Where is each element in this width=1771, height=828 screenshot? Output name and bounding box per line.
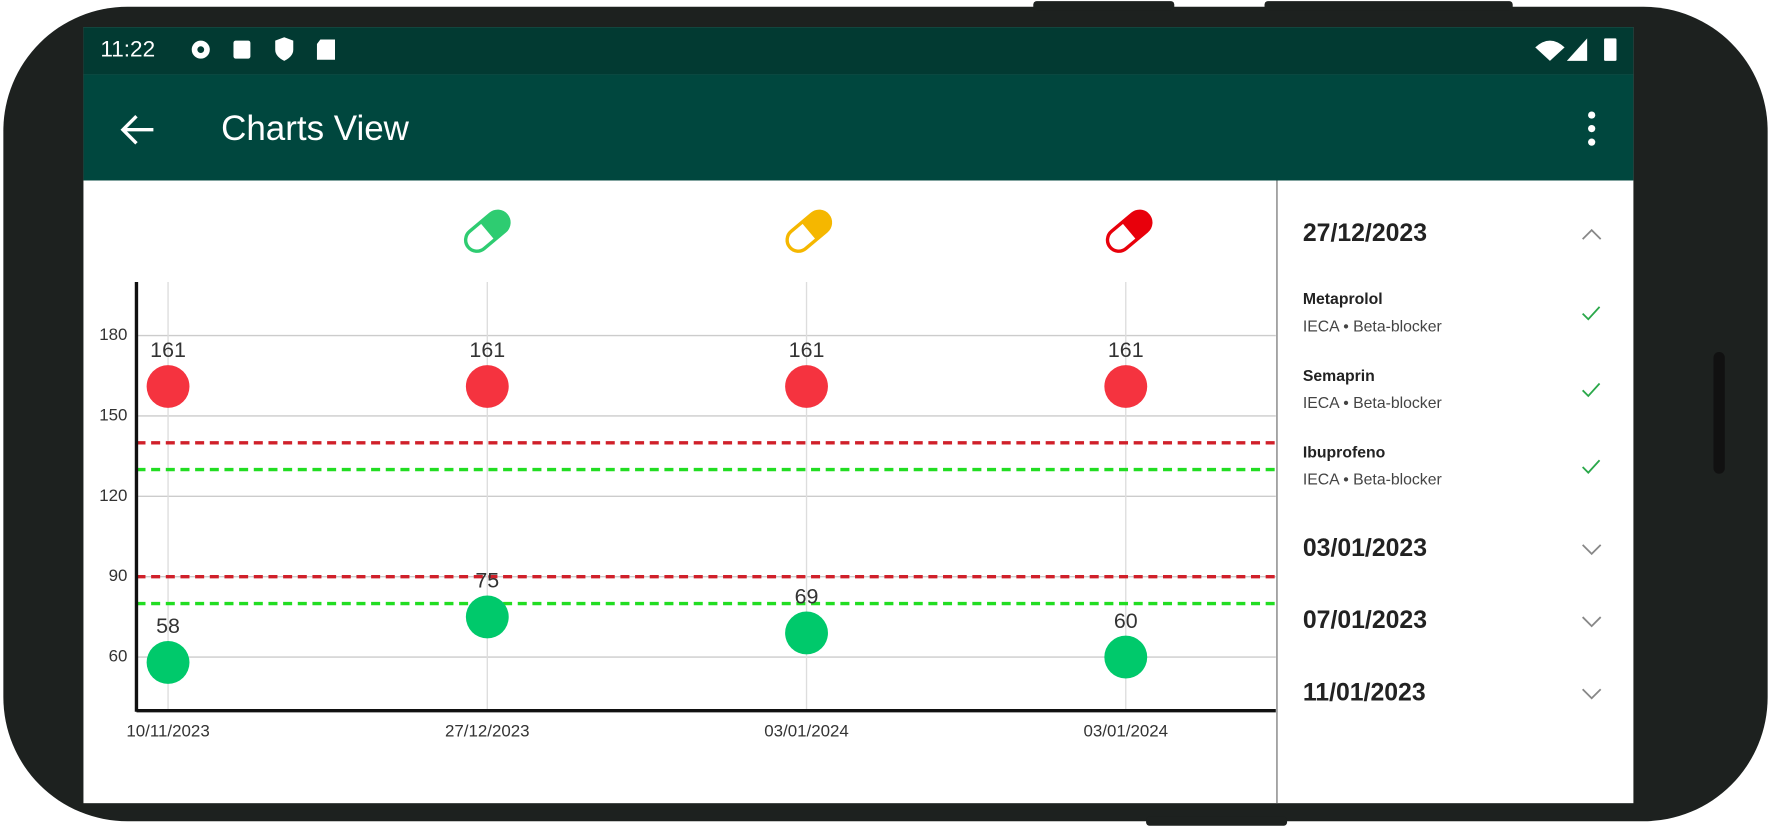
date-header[interactable]: 07/01/2023 — [1303, 607, 1427, 634]
data-point — [146, 641, 190, 684]
y-tick-label: 120 — [99, 486, 127, 505]
data-point — [785, 611, 828, 655]
expand-icon[interactable] — [1582, 544, 1602, 556]
app-title: Charts View — [221, 109, 410, 148]
data-point — [465, 365, 509, 408]
y-tick-label: 60 — [109, 647, 128, 666]
data-label: 75 — [475, 569, 499, 593]
medication-detail: IECA • Beta-blocker — [1303, 318, 1442, 335]
chart: 60 90 120 150 180 10/11/2023 27/12/2023 03/01/2… — [99, 282, 1276, 741]
collapse-icon[interactable] — [1582, 228, 1602, 240]
data-label: 60 — [1114, 609, 1138, 633]
button — [1146, 816, 1288, 826]
y-tick-label: 180 — [99, 325, 127, 344]
x-tick-label: 10/11/2023 — [126, 722, 209, 741]
data-label: 69 — [795, 585, 819, 609]
button — [1264, 1, 1513, 11]
data-point — [785, 365, 828, 408]
x-tick-label: 03/01/2024 — [1083, 722, 1168, 741]
medication-name: Ibuprofeno — [1303, 445, 1386, 462]
medication-detail: IECA • Beta-blocker — [1303, 472, 1442, 489]
menu-button[interactable] — [1588, 111, 1596, 146]
x-tick-label: 27/12/2023 — [445, 722, 530, 741]
date-header[interactable]: 11/01/2023 — [1303, 679, 1426, 706]
medication-name: Metaprolol — [1303, 291, 1383, 308]
check-icon — [1582, 459, 1601, 474]
back-button[interactable] — [120, 114, 154, 145]
data-point — [146, 365, 190, 408]
button — [1033, 1, 1175, 11]
data-point — [1104, 635, 1148, 679]
status-icons — [191, 37, 1617, 61]
app-bar — [83, 74, 1634, 181]
date-header[interactable]: 03/01/2023 — [1303, 535, 1427, 562]
expand-icon[interactable] — [1582, 688, 1602, 700]
data-point — [465, 595, 509, 639]
medication-name: Semaprin — [1303, 368, 1375, 385]
x-tick-label: 03/01/2024 — [764, 722, 849, 741]
expand-icon[interactable] — [1582, 616, 1602, 628]
check-icon — [1582, 382, 1601, 398]
medication-detail: IECA • Beta-blocker — [1303, 395, 1442, 412]
speaker — [1713, 351, 1725, 474]
check-icon — [1582, 306, 1601, 321]
status-bar — [83, 27, 1634, 75]
data-label: 161 — [1108, 338, 1144, 362]
y-tick-label: 150 — [99, 405, 127, 424]
date-header[interactable]: 27/12/2023 — [1303, 220, 1427, 247]
pill-icons — [463, 209, 1153, 253]
y-tick-label: 90 — [109, 566, 128, 585]
data-label: 58 — [156, 614, 180, 638]
status-time: 11:22 — [100, 37, 155, 62]
data-label: 161 — [789, 338, 825, 362]
history-list: 27/12/2023 Metaprolol IECA • Beta-blocker S… — [1303, 220, 1602, 706]
data-label: 161 — [150, 338, 186, 362]
data-point — [1104, 365, 1148, 408]
data-label: 161 — [469, 338, 505, 362]
